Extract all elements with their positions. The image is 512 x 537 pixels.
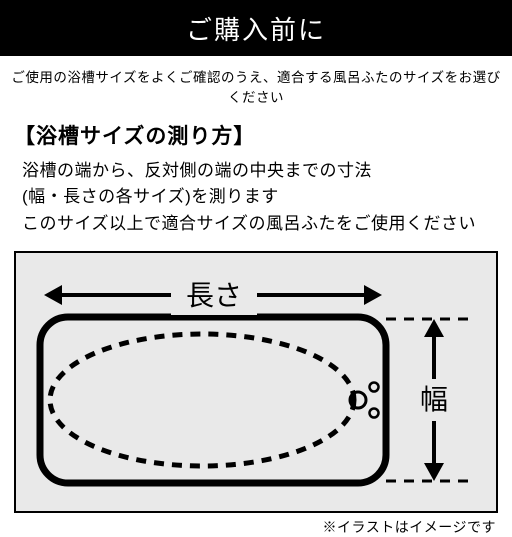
section-title: 【浴槽サイズの測り方】 xyxy=(0,120,512,156)
instruction-line: (幅・長さの各サイズ)を測ります xyxy=(22,184,494,210)
instruction-line: このサイズ以上で適合サイズの風呂ふたをご使用ください xyxy=(22,211,494,237)
subheading: ご使用の浴槽サイズをよくご確認のうえ、適合する風呂ふたのサイズをお選びください xyxy=(0,56,512,120)
footnote: ※イラストはイメージです xyxy=(0,513,512,537)
svg-text:幅: 幅 xyxy=(420,384,448,415)
diagram-box: 長さ幅 xyxy=(14,251,498,513)
banner-title: ご購入前に xyxy=(186,10,326,47)
banner: ご購入前に xyxy=(0,0,512,56)
svg-text:長さ: 長さ xyxy=(186,280,242,311)
bathtub-diagram: 長さ幅 xyxy=(16,253,496,511)
instruction-line: 浴槽の端から、反対側の端の中央までの寸法 xyxy=(22,158,494,184)
instructions-block: 浴槽の端から、反対側の端の中央までの寸法 (幅・長さの各サイズ)を測ります この… xyxy=(0,156,512,247)
